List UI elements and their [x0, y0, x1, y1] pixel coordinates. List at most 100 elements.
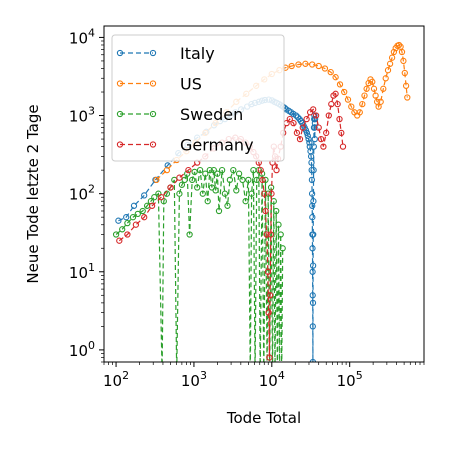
legend-label: Italy — [180, 44, 215, 63]
data-point — [266, 354, 273, 361]
data-point — [174, 371, 179, 376]
data-point — [129, 214, 137, 221]
data-point — [139, 207, 146, 215]
data-point — [290, 119, 297, 127]
data-point — [167, 184, 174, 191]
data-point — [299, 124, 306, 131]
data-point — [359, 100, 366, 108]
legend-marker — [149, 110, 157, 118]
data-point — [356, 109, 363, 116]
data-point — [158, 194, 165, 201]
data-point — [310, 143, 317, 150]
data-point — [235, 170, 243, 177]
data-point — [309, 245, 316, 252]
data-point — [132, 221, 140, 228]
legend-marker — [149, 80, 157, 87]
data-point — [239, 176, 246, 184]
data-point — [294, 114, 302, 121]
data-point — [336, 81, 344, 88]
data-point — [163, 166, 171, 174]
data-point — [204, 198, 211, 205]
data-point — [344, 96, 352, 103]
data-point — [327, 68, 334, 76]
legend-marker — [149, 141, 157, 148]
data-point — [141, 192, 148, 199]
data-point — [309, 268, 316, 275]
data-point — [309, 262, 317, 269]
data-point — [363, 85, 370, 92]
data-point — [309, 214, 316, 221]
y-axis: 100 101 102 103 104 — [69, 26, 104, 363]
data-point — [341, 88, 348, 96]
data-point — [308, 159, 315, 166]
y-tick-label: 104 — [69, 26, 95, 47]
data-point — [286, 115, 293, 123]
data-point — [242, 198, 249, 205]
legend-marker — [116, 80, 124, 87]
data-point — [380, 85, 387, 92]
data-point — [310, 166, 317, 174]
data-point — [277, 231, 284, 238]
data-point — [339, 143, 347, 150]
data-point — [303, 129, 311, 137]
y-tick-label: 102 — [69, 183, 95, 204]
legend-label: US — [180, 75, 202, 94]
data-point — [255, 166, 262, 174]
data-point — [315, 62, 322, 70]
x-tick-label: 104 — [259, 369, 285, 390]
data-point — [303, 115, 310, 123]
legend-label: Sweden — [180, 105, 243, 124]
data-point — [265, 309, 272, 316]
data-point — [268, 190, 275, 197]
legend-marker — [149, 49, 157, 57]
x-tick-label: 102 — [103, 369, 129, 390]
data-point — [262, 207, 269, 215]
data-point — [230, 166, 237, 174]
data-point — [191, 168, 198, 176]
data-point — [279, 245, 286, 252]
data-point — [315, 124, 322, 131]
data-point — [310, 106, 317, 113]
data-point — [388, 54, 396, 61]
data-point — [153, 176, 160, 184]
data-point — [361, 92, 368, 99]
data-point — [160, 371, 165, 376]
data-point — [348, 103, 355, 110]
data-point — [311, 115, 319, 123]
data-point — [259, 176, 266, 184]
legend-item-sweden: Sweden — [116, 105, 243, 124]
legend: Italy US Sweden Germany — [111, 34, 285, 162]
data-point — [398, 48, 406, 56]
data-point — [369, 78, 376, 85]
data-point — [248, 371, 253, 376]
y-tick-label: 100 — [69, 339, 95, 360]
data-point — [221, 190, 229, 197]
data-point — [273, 166, 280, 174]
data-point — [334, 100, 341, 108]
data-point — [325, 112, 332, 119]
data-point — [257, 166, 264, 174]
data-point — [226, 176, 234, 184]
data-point — [370, 85, 378, 92]
legend-frame — [111, 34, 285, 162]
data-point — [321, 65, 329, 72]
data-point — [382, 75, 389, 82]
data-point — [119, 226, 126, 233]
series-line — [118, 98, 316, 362]
x-tick-label: 103 — [181, 369, 207, 390]
data-point — [317, 135, 325, 143]
data-point — [312, 112, 320, 119]
data-point — [323, 129, 330, 137]
data-point — [189, 176, 196, 184]
data-point — [253, 371, 258, 376]
x-axis-title: Tode Total — [226, 409, 301, 427]
y-tick-label: 101 — [69, 261, 95, 282]
data-point — [308, 166, 315, 174]
data-point — [320, 143, 327, 150]
data-point — [134, 210, 141, 218]
data-point — [123, 214, 130, 221]
data-point — [328, 100, 335, 108]
data-point — [124, 231, 131, 238]
data-point — [248, 190, 255, 197]
x-axis: 102 103 104 105 — [103, 362, 425, 390]
